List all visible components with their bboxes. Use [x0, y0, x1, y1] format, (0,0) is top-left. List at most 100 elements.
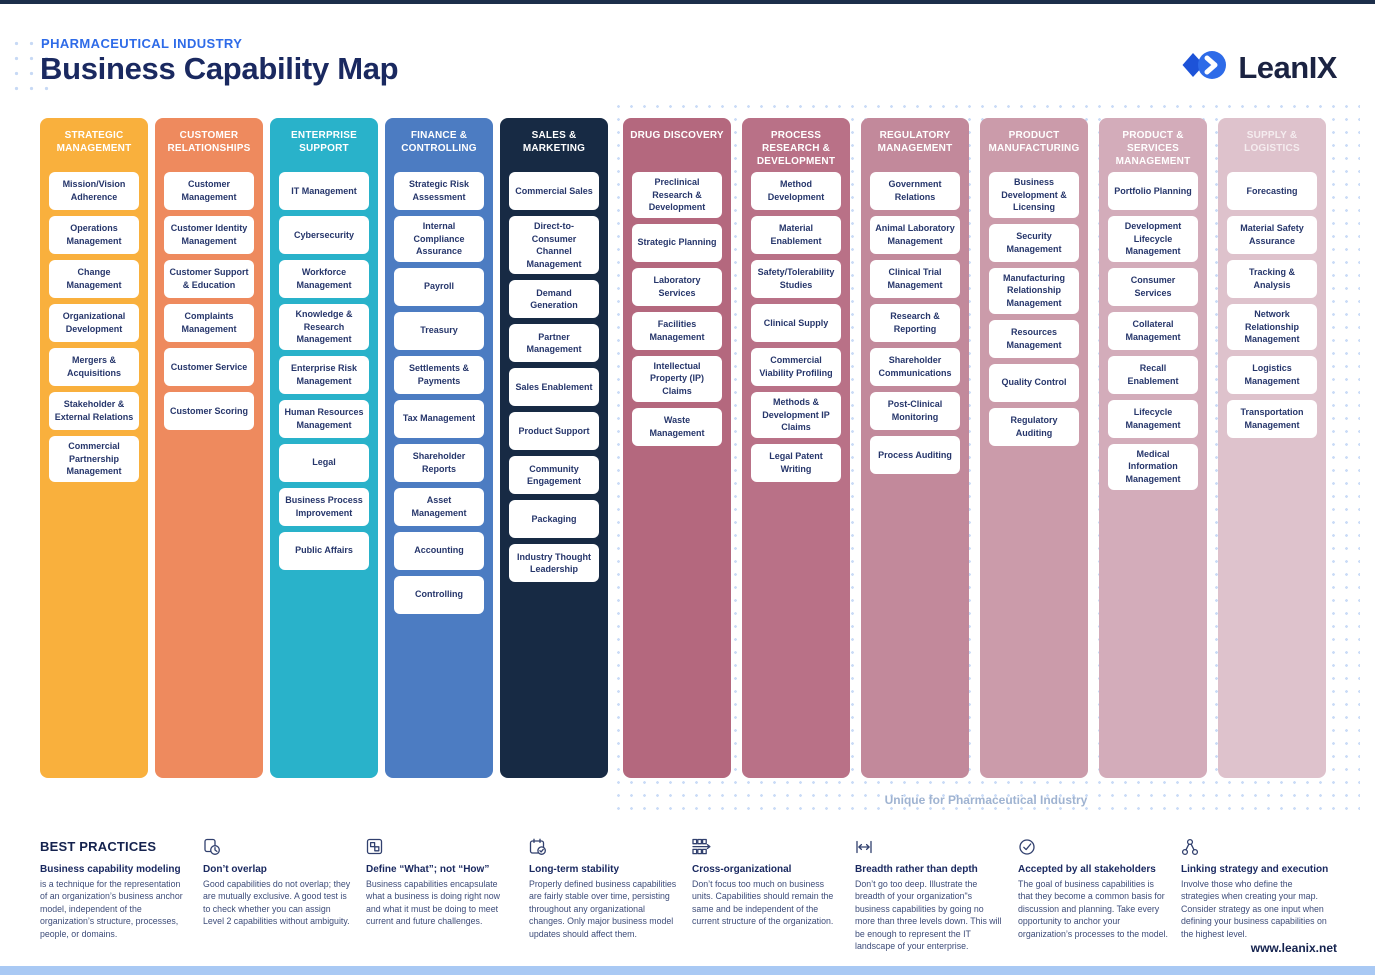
column-title: STRATEGIC MANAGEMENT [56, 130, 132, 155]
footer-accent-bar [0, 966, 1375, 975]
capability-card: Asset Management [394, 487, 484, 526]
capability-card: Resources Management [989, 319, 1079, 358]
capability-card: Intellectual Property (IP) Claims [632, 355, 722, 402]
capability-card: Methods & Development IP Claims [751, 392, 841, 438]
capability-card: Logistics Management [1227, 355, 1317, 394]
capability-card: Organizational Development [49, 304, 139, 342]
check-circle-icon [1018, 838, 1168, 856]
best-practice-title: Cross-organizational [692, 864, 792, 875]
column-cards: Mission/Vision Adherence Operations Manag… [40, 172, 148, 482]
best-practice-body: Involve those who define the strategies … [1181, 879, 1327, 939]
unique-region-label: Unique for Pharmaceutical Industry [884, 793, 1088, 807]
capability-card: Facilities Management [632, 311, 722, 350]
capability-card: Customer Support & Education [164, 260, 254, 298]
capability-card: Partner Management [509, 324, 599, 363]
capability-card: Enterprise Risk Management [279, 355, 369, 394]
column-product-manufacturing: PRODUCT MANUFACTURING Business Developme… [980, 118, 1088, 778]
best-practice-body: Good capabilities do not overlap; they a… [203, 879, 351, 927]
capability-card: Material Enablement [751, 216, 841, 254]
capability-card: Safety/Tolerability Studies [751, 260, 841, 298]
column-strategic-management: STRATEGIC MANAGEMENT Mission/Vision Adhe… [40, 118, 148, 778]
capability-card: Transportation Management [1227, 399, 1317, 438]
cross-org-icon [692, 838, 842, 856]
column-customer-relationships: CUSTOMER RELATIONSHIPS Customer Manageme… [155, 118, 263, 778]
best-practice-business-capability-modeling: BEST PRACTICES Business capability model… [40, 838, 190, 953]
capability-card: Shareholder Communications [870, 348, 960, 386]
column-cards: Government Relations Animal Laboratory Ma… [861, 172, 969, 474]
capability-card: Medical Information Management [1108, 443, 1198, 490]
pharma-capability-columns: DRUG DISCOVERY Preclinical Research & De… [623, 118, 1326, 778]
define-icon [366, 838, 516, 856]
capability-card: Treasury [394, 311, 484, 350]
capability-card: Controlling [394, 575, 484, 614]
capability-card: Security Management [989, 223, 1079, 262]
column-process-research-development: PROCESS RESEARCH & DEVELOPMENT Method De… [742, 118, 850, 778]
capability-card: Commercial Viability Profiling [751, 348, 841, 386]
best-practice-breadth-rather-than-depth: Breadth rather than depth Don’t go too d… [855, 838, 1005, 953]
column-supply-logistics: SUPPLY & LOGISTICS Forecasting Material S… [1218, 118, 1326, 778]
top-accent-bar [0, 0, 1375, 4]
capability-card: Waste Management [632, 407, 722, 446]
best-practice-body: Don’t go too deep. Illustrate the breadt… [855, 879, 1002, 952]
best-practice-top [692, 838, 842, 863]
best-practices-heading: BEST PRACTICES [40, 839, 157, 854]
best-practice-top [1018, 838, 1168, 863]
capability-card: Public Affairs [279, 531, 369, 570]
capability-card: Complaints Management [164, 304, 254, 342]
capability-card: Cybersecurity [279, 216, 369, 254]
capability-card: Knowledge & Research Management [279, 304, 369, 350]
page-title: Business Capability Map [40, 51, 399, 86]
column-cards: Preclinical Research & Development Strate… [623, 172, 731, 446]
column-cards: Customer Management Customer Identity Man… [155, 172, 263, 430]
column-cards: Portfolio Planning Development Lifecycle … [1099, 172, 1207, 490]
capability-card: Method Development [751, 172, 841, 210]
best-practice-top: BEST PRACTICES [40, 838, 190, 863]
capability-card: Internal Compliance Assurance [394, 216, 484, 262]
column-cards: Strategic Risk Assessment Internal Compli… [385, 172, 493, 614]
core-capability-columns: STRATEGIC MANAGEMENT Mission/Vision Adhe… [40, 118, 608, 778]
capability-card: Legal [279, 443, 369, 482]
best-practice-top [366, 838, 516, 863]
column-title: ENTERPRISE SUPPORT [291, 130, 357, 155]
column-regulatory-management: REGULATORY MANAGEMENT Government Relatio… [861, 118, 969, 778]
best-practice-don-t-overlap: Don’t overlap Good capabilities do not o… [203, 838, 353, 953]
capability-card: Direct-to-Consumer Channel Management [509, 216, 599, 275]
capability-card: Change Management [49, 260, 139, 298]
calendar-icon [529, 838, 679, 856]
column-cards: Forecasting Material Safety Assurance Trac… [1218, 172, 1326, 438]
capability-card: Business Process Improvement [279, 487, 369, 526]
best-practice-linking-strategy-and-execution: Linking strategy and execution Involve t… [1181, 838, 1331, 953]
best-practice-body: is a technique for the representation of… [40, 879, 183, 939]
column-product-services-management: PRODUCT & SERVICES MANAGEMENT Portfolio … [1099, 118, 1207, 778]
column-cards: Method Development Material Enablement Saf… [742, 172, 850, 482]
capability-card: Mission/Vision Adherence [49, 172, 139, 210]
capability-card: Animal Laboratory Management [870, 216, 960, 254]
capability-card: Strategic Risk Assessment [394, 172, 484, 210]
capability-card: Customer Scoring [164, 392, 254, 430]
capability-card: Human Resources Management [279, 399, 369, 438]
capability-card: Collateral Management [1108, 311, 1198, 350]
capability-card: Lifecycle Management [1108, 399, 1198, 438]
best-practices-section: BEST PRACTICES Business capability model… [40, 838, 1331, 953]
capability-card: Quality Control [989, 363, 1079, 402]
capability-card: Recall Enablement [1108, 355, 1198, 394]
best-practice-title: Breadth rather than depth [855, 864, 978, 875]
best-practice-body: Properly defined business capabilities a… [529, 879, 677, 939]
capability-card: Commercial Partnership Management [49, 436, 139, 482]
breadth-icon [855, 838, 1005, 856]
industry-eyebrow: PHARMACEUTICAL INDUSTRY [41, 36, 243, 51]
footer-link[interactable]: www.leanix.net [1250, 941, 1337, 955]
best-practice-title: Accepted by all stakeholders [1018, 864, 1156, 875]
column-sales-marketing: SALES & MARKETING Commercial Sales Direct… [500, 118, 608, 778]
capability-card: Stakeholder & External Relations [49, 392, 139, 430]
capability-card: Commercial Sales [509, 172, 599, 210]
capability-card: Payroll [394, 267, 484, 306]
best-practice-top [203, 838, 353, 863]
capability-card: Clinical Supply [751, 304, 841, 342]
capability-card: Consumer Services [1108, 267, 1198, 306]
capability-card: Packaging [509, 500, 599, 539]
capability-card: Government Relations [870, 172, 960, 210]
capability-card: Regulatory Auditing [989, 407, 1079, 446]
best-practice-accepted-by-all-stakeholders: Accepted by all stakeholders The goal of… [1018, 838, 1168, 953]
capability-card: Customer Management [164, 172, 254, 210]
